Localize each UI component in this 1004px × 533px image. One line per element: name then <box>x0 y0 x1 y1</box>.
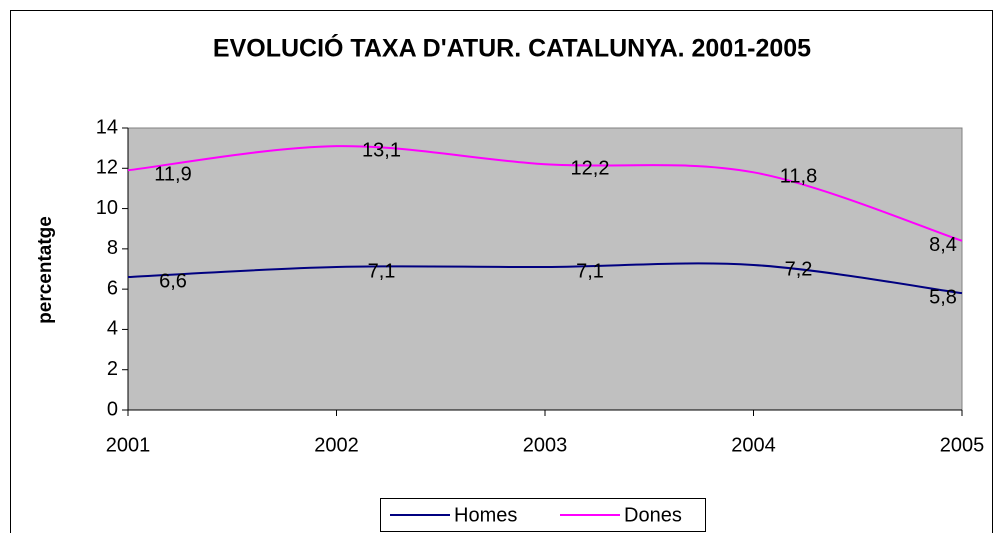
legend-label: Homes <box>454 504 517 526</box>
y-tick-label: 8 <box>107 237 118 259</box>
data-label: 7,1 <box>576 260 604 282</box>
y-tick-label: 2 <box>107 358 118 380</box>
data-label: 6,6 <box>159 270 187 292</box>
x-tick-label: 2003 <box>523 434 568 456</box>
data-label: 11,8 <box>780 166 817 188</box>
y-tick-label: 0 <box>107 398 118 420</box>
data-label: 5,8 <box>929 286 957 308</box>
chart-title: EVOLUCIÓ TAXA D'ATUR. CATALUNYA. 2001-20… <box>213 33 811 63</box>
x-tick-label: 2004 <box>731 434 776 456</box>
y-tick-label: 10 <box>96 197 118 219</box>
data-label: 12,2 <box>571 158 610 180</box>
line <box>127 145 963 242</box>
x-tick-label: 2002 <box>314 434 359 456</box>
line <box>127 262 963 295</box>
y-tick-label: 14 <box>96 116 118 138</box>
data-label: 7,2 <box>785 258 813 280</box>
x-tick-label: 2005 <box>940 434 985 456</box>
y-tick-label: 12 <box>96 157 118 179</box>
data-label: 7,1 <box>368 260 396 282</box>
data-label: 11,9 <box>154 164 191 186</box>
y-tick-label: 4 <box>107 318 118 340</box>
legend-label: Dones <box>624 504 682 526</box>
data-label: 13,1 <box>362 139 401 161</box>
data-label: 8,4 <box>929 234 957 256</box>
y-axis-label: percentatge <box>35 216 56 324</box>
x-tick-label: 2001 <box>106 434 151 456</box>
plot-area <box>127 127 963 411</box>
y-tick-label: 6 <box>107 277 118 299</box>
